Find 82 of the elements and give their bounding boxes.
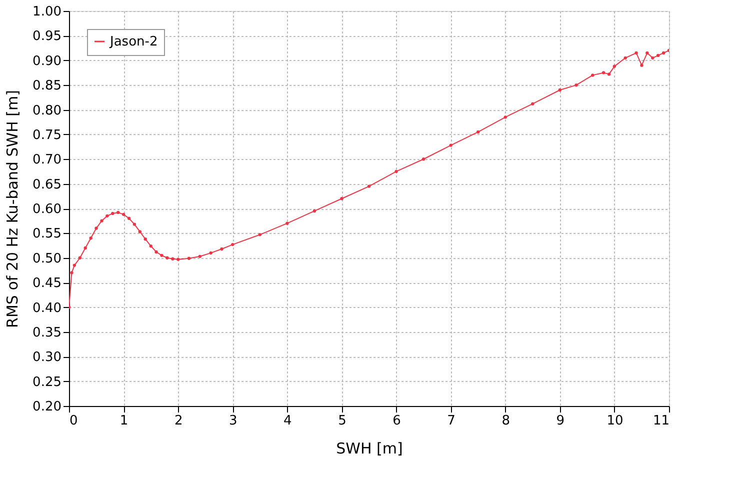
y-tick-label: 0.70 [32,152,62,168]
y-tick-label: 0.25 [32,374,62,390]
point [176,258,180,261]
point [187,256,191,260]
x-tick-label: 11 [652,414,670,428]
point [634,51,638,55]
point [449,144,452,147]
y-tick-label: 0.55 [32,226,62,242]
point [154,250,158,254]
point [340,197,344,200]
point [138,230,142,234]
x-tick-label: 3 [228,414,238,428]
point [166,256,169,260]
x-tick-label: 10 [606,414,624,428]
point [394,170,398,174]
point [78,256,82,260]
point [422,158,426,161]
y-tick-label: 0.90 [32,54,62,69]
point [111,212,114,216]
point [122,212,126,216]
point [149,244,152,248]
point [127,216,131,220]
point [70,271,74,274]
point [258,233,262,236]
x-tick-label: 7 [447,414,456,428]
x-axis-title: SWH [m] [336,440,403,458]
y-tick-label: 0.45 [32,276,62,292]
point [100,219,104,222]
point [144,238,147,241]
point [656,54,660,58]
y-tick-label: 0.50 [32,251,62,266]
y-tick-label: 0.20 [32,400,62,414]
point [476,130,480,134]
point [624,56,627,60]
y-tick-label: 0.95 [32,29,62,44]
point [531,102,534,106]
point [89,236,92,240]
point [84,246,87,250]
point [220,247,224,251]
x-tick-label: 0 [70,414,78,428]
point [209,251,212,255]
y-tick-label: 0.60 [32,202,62,217]
point [612,64,616,68]
x-tick-label: 5 [338,414,346,428]
point [591,74,594,77]
point [602,71,606,74]
x-tick-label: 1 [120,414,128,428]
y-tick-label: 0.85 [32,78,62,94]
y-tick-label: 0.80 [32,103,62,118]
point [286,222,289,225]
point [574,83,578,87]
point [106,214,109,218]
point [367,184,371,188]
y-tick-label: 1.00 [32,4,62,20]
point [72,264,76,267]
x-tick-label: 6 [392,414,401,428]
y-tick-label: 0.75 [32,128,62,143]
x-tick-label: 4 [284,414,292,428]
point [504,116,507,119]
x-tick-label: 8 [502,414,510,428]
point [312,209,316,213]
point [198,254,202,258]
point [171,257,174,260]
point [116,210,120,214]
point [558,88,562,92]
point [607,72,611,76]
point [94,226,98,230]
y-tick-label: 0.35 [32,325,62,340]
y-tick-label: 0.30 [32,350,62,366]
point [662,51,666,55]
point [640,64,644,67]
point [231,242,234,246]
point [646,51,649,55]
y-tick-label: 0.65 [32,177,62,192]
legend-label: Jason-2 [109,34,158,50]
y-axis-title: RMS of 20 Hz Ku-band SWH [m] [4,90,22,328]
point [160,254,164,257]
x-tick-label: 9 [556,414,565,428]
point [651,56,654,60]
y-tick-label: 0.40 [32,300,62,316]
point [132,222,136,226]
x-tick-label: 2 [174,414,183,428]
